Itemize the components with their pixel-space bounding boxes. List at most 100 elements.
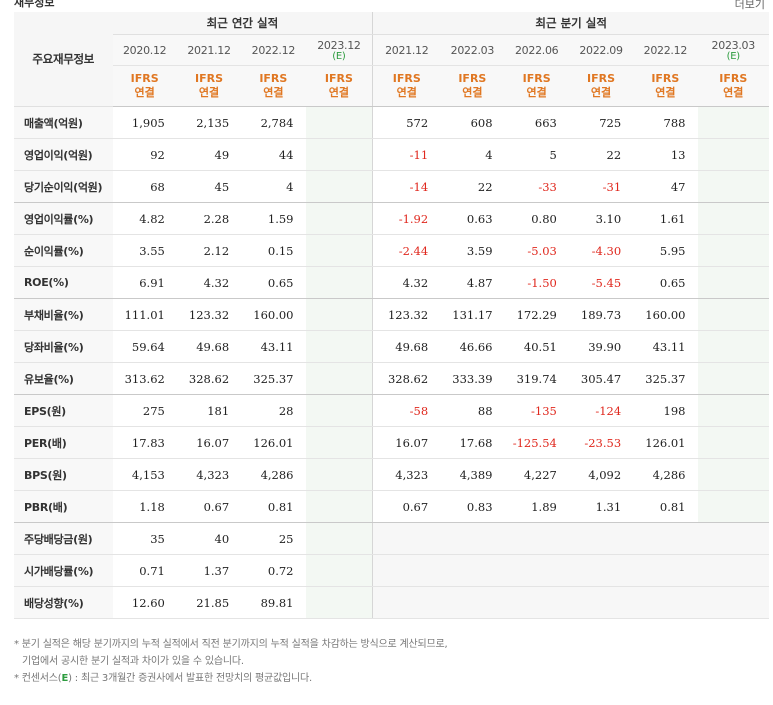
table-cell: 131.17 xyxy=(440,298,505,331)
table-cell xyxy=(305,458,373,491)
footnotes: * 분기 실적은 해당 분기까지의 누적 실적에서 직전 분기까지의 누적 실적… xyxy=(14,636,448,687)
table-row: 부채비율(%) 111.01 123.32 160.00 123.32 131.17 172… xyxy=(14,298,769,331)
acct-scope: 연결 xyxy=(723,86,744,99)
row-label: PBR(배) xyxy=(14,490,113,523)
table-cell: 0.81 xyxy=(633,490,698,523)
table-cell: 43.11 xyxy=(633,330,698,363)
table-cell xyxy=(305,106,373,139)
quarter-group-header: 최근 분기 실적 xyxy=(372,12,769,35)
table-cell xyxy=(697,458,769,491)
row-label: 당좌비율(%) xyxy=(14,330,113,363)
table-cell xyxy=(372,586,441,619)
acct-scope: 연결 xyxy=(328,86,350,99)
table-cell: 4,286 xyxy=(241,458,306,491)
row-label: 당기순이익(억원) xyxy=(14,170,113,203)
table-cell: 4.82 xyxy=(112,202,177,235)
group-header-row: 주요재무정보 최근 연간 실적 최근 분기 실적 xyxy=(14,12,769,107)
table-cell: -1.50 xyxy=(504,266,569,299)
row-label: PER(배) xyxy=(14,426,113,459)
table-cell: 160.00 xyxy=(241,298,306,331)
table-cell: 0.65 xyxy=(633,266,698,299)
table-cell: 49 xyxy=(176,138,242,171)
table-cell xyxy=(305,170,373,203)
period-date: 2022.12 xyxy=(251,43,296,57)
row-label: 영업이익(억원) xyxy=(14,138,113,171)
table-cell: 0.72 xyxy=(241,554,306,587)
table-cell: 4 xyxy=(241,170,306,203)
period-header: 2021.12 xyxy=(176,34,242,66)
table-cell: 49.68 xyxy=(176,330,242,363)
table-cell xyxy=(305,586,373,619)
table-row: 매출액(억원) 1,905 2,135 2,784 572 608 663 725 788 xyxy=(14,106,769,139)
period-date: 2022.06 xyxy=(514,43,559,57)
footnote-1: * 분기 실적은 해당 분기까지의 누적 실적에서 직전 분기까지의 누적 실적… xyxy=(14,639,448,650)
period-header: 2022.12 xyxy=(633,34,698,66)
corner-label: 주요재무정보 xyxy=(14,12,113,107)
table-cell xyxy=(697,362,769,395)
acct-standard: IFRS xyxy=(522,72,551,85)
table-cell: 2.12 xyxy=(176,234,242,267)
table-cell: 21.85 xyxy=(176,586,242,619)
accounting-standard: IFRS 연결 xyxy=(305,65,373,107)
table-cell: 4,323 xyxy=(176,458,242,491)
row-label: ROE(%) xyxy=(14,266,113,299)
estimate-mark: (E) xyxy=(332,50,346,62)
table-cell xyxy=(633,586,698,619)
acct-scope: 연결 xyxy=(134,86,155,99)
acct-standard: IFRS xyxy=(587,72,615,85)
table-cell: 608 xyxy=(440,106,505,139)
table-cell: 40.51 xyxy=(504,330,569,363)
table-cell xyxy=(697,586,769,619)
table-cell: 92 xyxy=(112,138,177,171)
period-date: 2021.12 xyxy=(187,43,231,57)
table-row: ROE(%) 6.91 4.32 0.65 4.32 4.87 -1.50 -5.45 0.65 xyxy=(14,266,769,299)
table-cell: 181 xyxy=(176,394,242,427)
more-link[interactable]: 더보기 xyxy=(734,0,765,11)
table-cell: 12.60 xyxy=(112,586,177,619)
table-row: EPS(원) 275 181 28 -58 88 -135 -124 198 xyxy=(14,394,769,427)
period-header: 2022.09 xyxy=(568,34,634,66)
table-cell: 0.81 xyxy=(241,490,306,523)
table-cell: 4,227 xyxy=(504,458,569,491)
table-cell: 172.29 xyxy=(504,298,569,331)
table-cell: -135 xyxy=(504,394,569,427)
period-header: 2022.06 xyxy=(504,34,569,66)
estimate-mark: (E) xyxy=(726,50,741,62)
table-cell: 22 xyxy=(440,170,505,203)
table-cell: 1.59 xyxy=(241,202,306,235)
period-date: 2022.03 xyxy=(450,43,495,57)
acct-scope: 연결 xyxy=(198,86,220,99)
table-cell xyxy=(305,298,373,331)
accounting-standard: IFRS 연결 xyxy=(112,65,177,107)
table-cell: 49.68 xyxy=(372,330,441,363)
table-cell xyxy=(697,330,769,363)
table-row: 당좌비율(%) 59.64 49.68 43.11 49.68 46.66 40.51 39.… xyxy=(14,330,769,363)
table-cell: 1.37 xyxy=(176,554,242,587)
table-cell: 17.83 xyxy=(112,426,177,459)
table-cell: 1.89 xyxy=(504,490,569,523)
period-date: 2020.12 xyxy=(122,43,167,57)
table-cell: 13 xyxy=(633,138,698,171)
table-cell: 313.62 xyxy=(112,362,177,395)
table-cell xyxy=(697,266,769,299)
table-cell xyxy=(305,394,373,427)
accounting-standard: IFRS 연결 xyxy=(176,65,242,107)
row-label: 순이익률(%) xyxy=(14,234,113,267)
table-cell xyxy=(372,554,441,587)
period-date: 2023.12 xyxy=(317,38,361,52)
table-cell: -2.44 xyxy=(372,234,441,267)
period-header: 2023.12 (E) xyxy=(305,34,373,66)
table-cell: 59.64 xyxy=(112,330,177,363)
table-cell xyxy=(568,522,634,555)
table-cell xyxy=(504,586,569,619)
table-cell: -33 xyxy=(504,170,569,203)
table-cell: 16.07 xyxy=(176,426,242,459)
table-cell: 16.07 xyxy=(372,426,441,459)
financial-table: 주요재무정보 최근 연간 실적 최근 분기 실적 2020.12 2021.12 2… xyxy=(14,12,769,619)
table-cell xyxy=(697,394,769,427)
table-cell: -5.03 xyxy=(504,234,569,267)
table-cell: -14 xyxy=(372,170,441,203)
table-cell: 572 xyxy=(372,106,441,139)
table-cell: 0.71 xyxy=(112,554,177,587)
table-cell: 0.63 xyxy=(440,202,505,235)
